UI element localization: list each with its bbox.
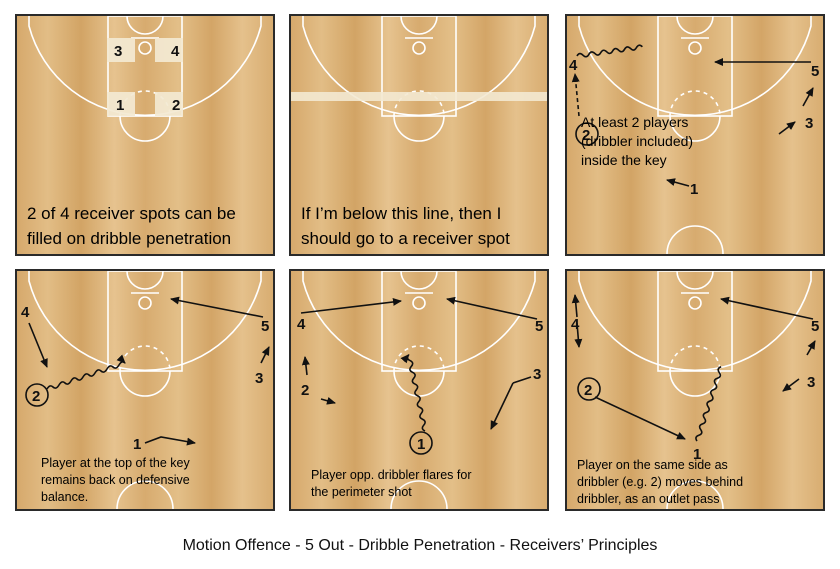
caption-line: dribbler, as an outlet pass bbox=[577, 492, 720, 506]
cut-arrow bbox=[594, 396, 686, 440]
player-label-3: 3 bbox=[255, 370, 263, 387]
cut-arrow bbox=[301, 356, 310, 376]
caption-line: Player opp. dribbler flares for bbox=[311, 468, 472, 482]
player-label-5: 5 bbox=[811, 318, 819, 335]
cut-arrow bbox=[512, 376, 532, 384]
player-label-4: 4 bbox=[569, 57, 578, 74]
player-label-1: 1 bbox=[133, 436, 141, 453]
court-diagram: 2 1 4 5 3 bbox=[567, 271, 823, 509]
receiver-line bbox=[291, 92, 547, 101]
player-label-1: 1 bbox=[417, 436, 425, 453]
cut-arrow bbox=[571, 73, 580, 117]
caption-line: If I’m below this line, then I bbox=[301, 204, 502, 223]
cut-arrow bbox=[802, 87, 814, 107]
caption-line: Player on the same side as bbox=[577, 458, 728, 472]
cut-arrow bbox=[446, 296, 538, 320]
caption-line: Player at the top of the key bbox=[41, 456, 190, 470]
caption-line: filled on dribble penetration bbox=[27, 229, 232, 248]
spot-label-2: 2 bbox=[172, 97, 180, 114]
cut-arrow bbox=[720, 296, 814, 320]
player-label-5: 5 bbox=[535, 318, 543, 335]
player-label-5: 5 bbox=[811, 63, 819, 80]
panel-caption: Player at the top of the key remains bac… bbox=[41, 455, 190, 506]
player-label-2: 2 bbox=[32, 388, 40, 405]
player-label-2: 2 bbox=[582, 127, 590, 144]
player-label-1: 1 bbox=[690, 181, 698, 198]
court-diagram: 3 4 1 2 bbox=[17, 16, 273, 254]
cut-arrow bbox=[574, 322, 583, 348]
dribble-path bbox=[695, 366, 722, 442]
cut-arrow bbox=[170, 296, 264, 318]
panel-caption: At least 2 players (dribbler included) i… bbox=[581, 113, 693, 170]
player-label-4: 4 bbox=[297, 316, 306, 333]
panel-caption: Player on the same side as dribbler (e.g… bbox=[577, 457, 743, 508]
court-diagram: 2 4 5 3 1 bbox=[567, 16, 823, 254]
player-label-2: 2 bbox=[584, 382, 592, 399]
spot-label-1: 1 bbox=[116, 97, 124, 114]
cut-arrow bbox=[778, 121, 796, 135]
caption-line: the perimeter shot bbox=[311, 485, 412, 499]
spot-label-4: 4 bbox=[171, 43, 180, 60]
caption-line: should go to a receiver spot bbox=[301, 229, 510, 248]
caption-line: remains back on defensive bbox=[41, 473, 190, 487]
panel-flare: 1 4 5 3 2 Player opp. dribbler flares fo… bbox=[289, 269, 549, 511]
cut-arrow bbox=[490, 382, 514, 430]
court-diagram: 2 4 5 3 1 bbox=[17, 271, 273, 509]
panel-caption: Player opp. dribbler flares for the peri… bbox=[311, 467, 472, 501]
figure-title: Motion Offence - 5 Out - Dribble Penetra… bbox=[182, 537, 658, 554]
panel-caption: 2 of 4 receiver spots can be filled on d… bbox=[27, 201, 236, 251]
cut-arrow bbox=[300, 297, 402, 314]
dribble-path bbox=[400, 353, 426, 432]
dribbler-marker bbox=[25, 383, 49, 407]
cut-arrow bbox=[320, 396, 336, 405]
player-label-2: 2 bbox=[301, 382, 309, 399]
cut-arrow bbox=[260, 346, 270, 364]
outlet-marker bbox=[577, 377, 601, 401]
caption-line: At least 2 players bbox=[581, 114, 689, 130]
panel-receiver-line: If I’m below this line, then I should go… bbox=[289, 14, 549, 256]
court-diagram bbox=[291, 16, 547, 254]
cut-arrow bbox=[666, 178, 690, 187]
caption-line: (dribbler included) bbox=[581, 133, 694, 149]
player-label-3: 3 bbox=[805, 115, 813, 132]
player-label-4: 4 bbox=[571, 316, 580, 333]
court-diagram: 1 4 5 3 2 bbox=[291, 271, 547, 509]
player-label-1: 1 bbox=[693, 446, 701, 463]
cut-arrow bbox=[571, 294, 580, 318]
dribbler-marker bbox=[409, 431, 433, 455]
caption-line: balance. bbox=[41, 490, 89, 504]
cut-arrow bbox=[806, 340, 816, 356]
panel-defensive-balance: 2 4 5 3 1 Player at the top of the key r… bbox=[15, 269, 275, 511]
cut-arrow bbox=[782, 378, 800, 392]
cut-arrow bbox=[144, 436, 196, 446]
player-label-3: 3 bbox=[807, 374, 815, 391]
panel-outlet: 2 1 4 5 3 Player on the same side as dri… bbox=[565, 269, 825, 511]
caption-line: dribbler (e.g. 2) moves behind bbox=[577, 475, 744, 489]
panel-inside-key: 2 4 5 3 1 At least 2 players (dribbler i… bbox=[565, 14, 825, 256]
dribble-path bbox=[46, 354, 126, 390]
caption-line: 2 of 4 receiver spots can be bbox=[27, 204, 236, 223]
panel-caption: If I’m below this line, then I should go… bbox=[301, 201, 510, 251]
dribbler-marker bbox=[575, 122, 599, 146]
cut-arrow bbox=[28, 322, 48, 368]
dribble-path bbox=[576, 44, 643, 58]
player-label-3: 3 bbox=[533, 366, 541, 383]
caption-line: inside the key bbox=[581, 152, 667, 168]
spot-label-3: 3 bbox=[114, 43, 122, 60]
panel-receiver-spots: 3 4 1 2 2 of 4 receiver spots can be fil… bbox=[15, 14, 275, 256]
player-label-4: 4 bbox=[21, 304, 30, 321]
player-label-5: 5 bbox=[261, 318, 269, 335]
